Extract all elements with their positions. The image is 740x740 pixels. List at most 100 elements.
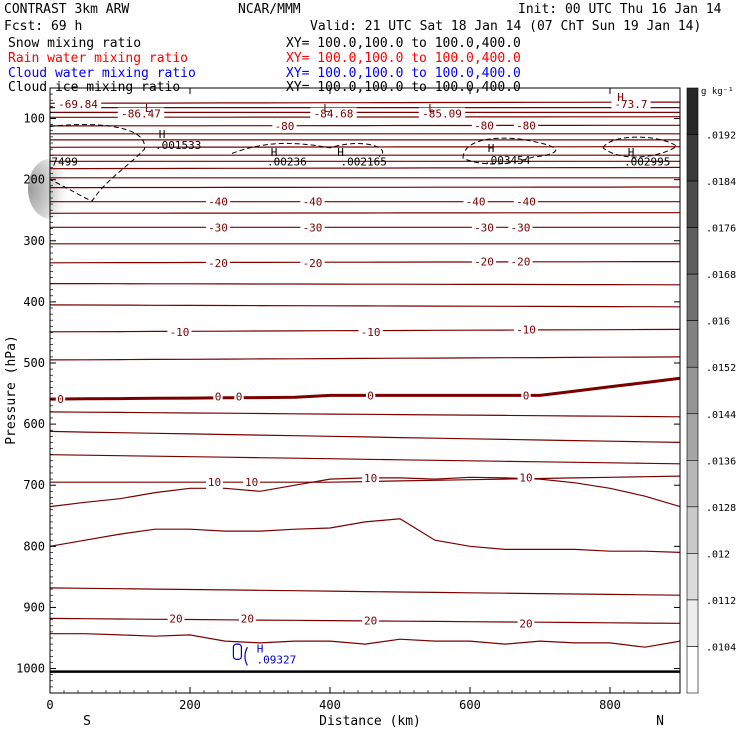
- cloud-water-maximum-label: .09327: [257, 653, 297, 666]
- temperature-label: -20: [208, 257, 228, 270]
- snow-contour: [462, 137, 557, 165]
- temperature-label: -10: [361, 326, 381, 339]
- colorbar-swatch: [686, 87, 699, 135]
- temperature-label-bg: [234, 390, 244, 404]
- colorbar-label: .0128: [706, 503, 736, 514]
- temperature-isotherm: [49, 356, 681, 361]
- temperature-label: -86.47: [121, 108, 161, 121]
- temperature-label: 10: [364, 472, 377, 485]
- temperature-label: -20: [303, 257, 323, 270]
- y-tick-label: 1000: [16, 662, 45, 676]
- field-snow-xy: XY= 100.0,100.0 to 100.0,400.0: [286, 36, 521, 51]
- temperature-label-bg: [206, 476, 223, 490]
- temperature-label: 20: [241, 612, 254, 625]
- cloud-water-contour: [244, 646, 248, 666]
- colorbar-label: .0136: [706, 456, 736, 467]
- temperature-isotherm: [49, 454, 681, 465]
- temperature-label: -40: [516, 196, 536, 209]
- temperature-label: -80: [474, 119, 494, 132]
- temperature-label-bg: [471, 255, 497, 269]
- snow-contour: [49, 124, 146, 202]
- y-tick-label: 900: [23, 600, 45, 614]
- snow-maximum-label: .002165: [341, 155, 387, 168]
- colorbar-swatch: [686, 227, 699, 275]
- y-tick-label: 800: [23, 539, 45, 553]
- temperature-label-bg: [365, 389, 376, 403]
- temperature-label: -40: [466, 196, 486, 209]
- colorbar-swatch: [686, 413, 699, 461]
- snow-contour: [602, 136, 678, 158]
- temperature-label-bg: [213, 390, 223, 404]
- temperature-label-bg: [362, 614, 379, 628]
- field-cloud-water-xy: XY= 100.0,100.0 to 100.0,400.0: [286, 66, 521, 81]
- cloud-water-contour: [232, 643, 242, 660]
- y-tick-label: 100: [23, 112, 45, 126]
- temperature-label: -85.09: [422, 108, 462, 121]
- x-tick-label: 800: [599, 698, 621, 712]
- temperature-label: -30: [208, 221, 228, 234]
- x-tick-label: 600: [459, 698, 481, 712]
- snow-maximum-label: .001533: [155, 139, 201, 152]
- temperature-label: -30: [303, 221, 323, 234]
- colorbar-label: .0168: [706, 270, 736, 281]
- temperature-label: 0: [367, 389, 374, 402]
- temperature-label: 10: [208, 476, 221, 489]
- temperature-label-bg: [205, 195, 231, 209]
- temperature-label: 0: [215, 391, 222, 404]
- y-tick-label: 600: [23, 417, 45, 431]
- right-end-label: N: [656, 714, 664, 729]
- snow-maximum-label: 7499: [51, 155, 78, 168]
- center-label: NCAR/MMM: [238, 2, 301, 17]
- y-tick-label: 300: [23, 234, 45, 248]
- temperature-label-bg: [272, 119, 297, 133]
- colorbar-swatch: [686, 366, 699, 415]
- colorbar-swatch: [686, 553, 699, 601]
- temperature-label: 10: [245, 476, 258, 489]
- left-end-label: S: [83, 714, 91, 729]
- temperature-label-bg: [167, 325, 192, 339]
- x-tick-label: 200: [179, 698, 201, 712]
- temperature-label-bg: [513, 195, 539, 209]
- extremum-marker: L: [428, 102, 435, 115]
- temperature-label-bg: [205, 221, 231, 235]
- field-snow-label: Snow mixing ratio: [8, 36, 142, 51]
- y-tick-label: 400: [23, 295, 45, 309]
- temperature-isotherm: [49, 587, 681, 596]
- y-tick-label: 200: [23, 173, 45, 187]
- colorbar-swatch: [686, 180, 699, 228]
- snow-contour: [231, 142, 384, 157]
- field-cloud-water-label: Cloud water mixing ratio: [8, 66, 196, 81]
- temperature-label-bg: [508, 221, 533, 235]
- temperature-isotherm: [49, 261, 680, 264]
- temperature-isotherm: [49, 411, 681, 418]
- colorbar-label: .0112: [706, 596, 736, 607]
- colorbar-label: .0104: [706, 642, 736, 653]
- temperature-isotherm: [49, 430, 681, 443]
- y-axis-label: Pressure (hPa): [4, 335, 19, 445]
- temperature-label-bg: [117, 107, 165, 121]
- temperature-label: -30: [510, 221, 530, 234]
- temperature-isotherm: [50, 124, 680, 127]
- forecast-hour: Fcst: 69 h: [4, 19, 83, 34]
- extremum-marker: H: [271, 146, 278, 159]
- temperature-isotherm: [50, 186, 680, 189]
- colorbar-swatch: [686, 646, 699, 694]
- temperature-label-bg: [513, 119, 539, 133]
- extremum-marker: L: [323, 102, 330, 115]
- snow-maximum-label: .00236: [267, 155, 307, 168]
- colorbar-label: .0192: [706, 131, 736, 142]
- y-tick-label: 500: [23, 356, 45, 370]
- temperature-label-bg: [205, 256, 231, 270]
- temperature-isotherm: [50, 283, 681, 286]
- temperature-isotherm: [49, 166, 681, 170]
- temperature-label-bg: [54, 97, 102, 111]
- temperature-label: -69.84: [58, 98, 98, 111]
- colorbar-swatch: [686, 599, 699, 647]
- field-rain-xy: XY= 100.0,100.0 to 100.0,400.0: [286, 51, 521, 66]
- temperature-label: 20: [519, 617, 532, 630]
- temperature-label-bg: [521, 389, 531, 403]
- temperature-label: 20: [169, 612, 182, 625]
- temperature-label-bg: [463, 195, 488, 209]
- temperature-label: -20: [510, 256, 530, 269]
